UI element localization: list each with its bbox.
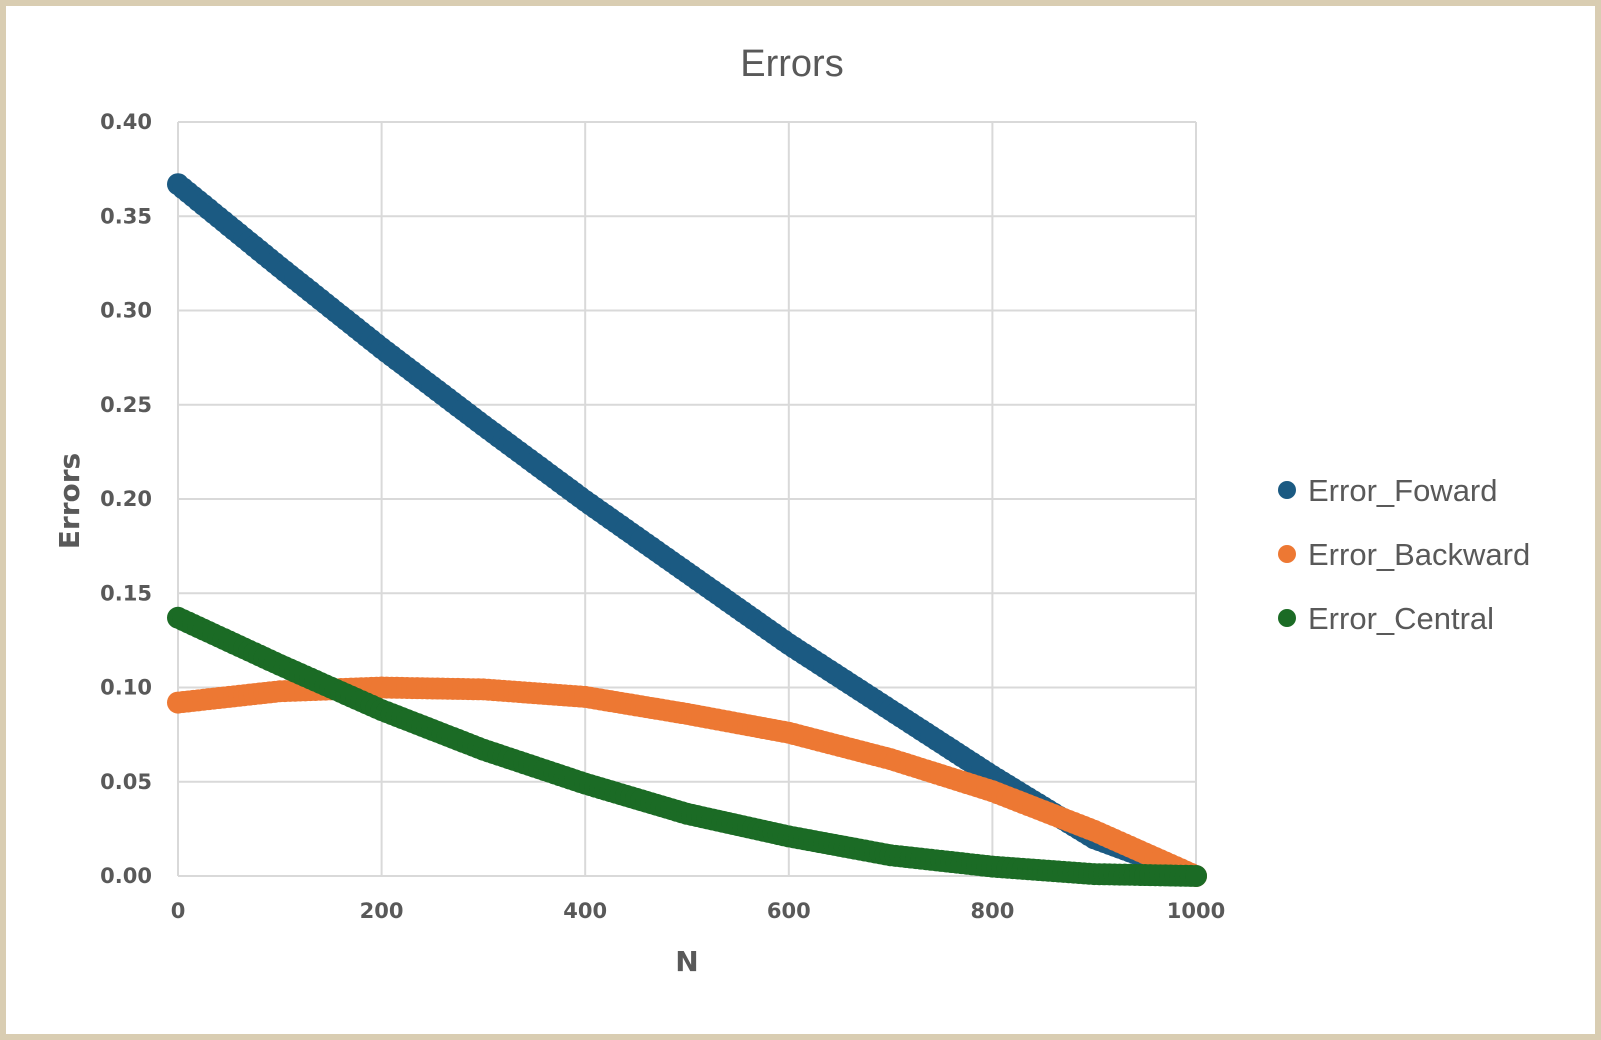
y-tick-label: 0.30	[100, 299, 152, 323]
chart-title: Errors	[740, 43, 843, 85]
legend-marker	[1278, 545, 1296, 563]
legend-marker	[1278, 481, 1296, 499]
y-tick-label: 0.00	[100, 864, 152, 888]
tick-labels: 0 200 400 600 800 1000 0.00 0.05 0.10 0.15 0.20 0.2…	[100, 110, 1225, 923]
legend-item: Error_Central	[1278, 601, 1494, 636]
y-tick-label: 0.10	[100, 676, 152, 700]
x-tick-label: 600	[767, 899, 811, 923]
y-tick-label: 0.05	[100, 770, 152, 794]
legend-item: Error_Foward	[1278, 473, 1498, 508]
legend-marker	[1278, 609, 1296, 627]
x-axis-title: N	[675, 945, 698, 978]
series-error-central	[167, 606, 1207, 887]
x-tick-label: 400	[563, 899, 607, 923]
legend-label: Error_Foward	[1308, 473, 1498, 508]
y-tick-label: 0.20	[100, 487, 152, 511]
legend: Error_Foward Error_Backward Error_Central	[1278, 473, 1530, 636]
x-tick-label: 200	[360, 899, 404, 923]
x-tick-label: 1000	[1167, 899, 1225, 923]
y-tick-label: 0.25	[100, 393, 152, 417]
data-point	[1185, 865, 1207, 887]
y-tick-label: 0.15	[100, 581, 152, 605]
x-tick-label: 800	[970, 899, 1014, 923]
series	[167, 173, 1207, 887]
series-error-foward	[167, 173, 1207, 887]
legend-item: Error_Backward	[1278, 537, 1530, 572]
chart-area: Errors 0 200 400 600 800 1000 0.00 0.05 0.10 0.15…	[6, 6, 1595, 1034]
y-tick-label: 0.35	[100, 204, 152, 228]
y-axis-title: Errors	[53, 453, 86, 549]
y-tick-label: 0.40	[100, 110, 152, 134]
errors-chart: Errors 0 200 400 600 800 1000 0.00 0.05 0.10 0.15…	[53, 43, 1530, 978]
x-tick-label: 0	[171, 899, 186, 923]
legend-label: Error_Central	[1308, 601, 1494, 636]
grid	[177, 121, 1197, 877]
legend-label: Error_Backward	[1308, 537, 1530, 572]
